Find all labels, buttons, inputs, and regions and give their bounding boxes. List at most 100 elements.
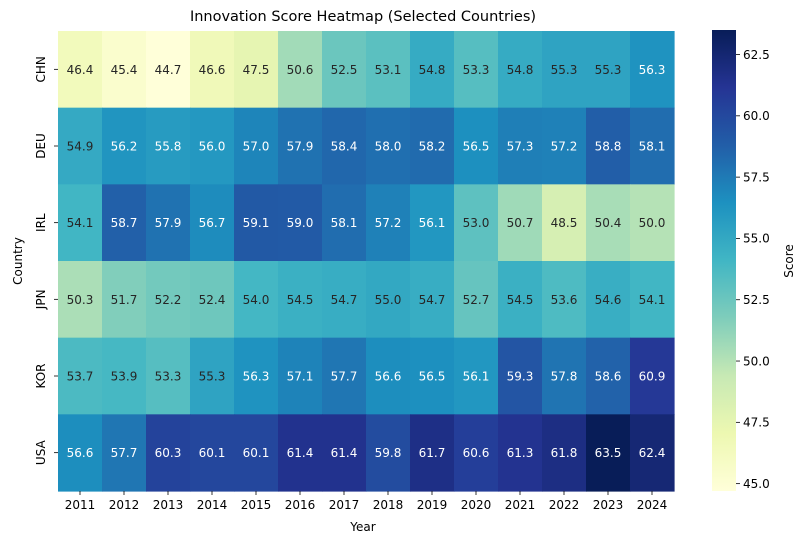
cell-value-label: 48.5 <box>551 216 578 230</box>
cell-value-label: 53.9 <box>111 370 138 384</box>
heatmap-cell <box>498 31 543 109</box>
heatmap-cell <box>322 184 367 262</box>
cell-value-label: 56.6 <box>375 370 402 384</box>
heatmap-cell <box>322 337 367 415</box>
colorbar-tick-label: 55.0 <box>743 232 770 246</box>
heatmap-cell <box>190 414 235 492</box>
heatmap-cell <box>278 107 323 185</box>
colorbar-tick-label: 57.5 <box>743 170 770 184</box>
heatmap-cell <box>366 261 411 339</box>
x-tick-label: 2024 <box>637 498 668 512</box>
heatmap-cell <box>410 261 455 339</box>
heatmap-cell <box>366 31 411 109</box>
y-axis-ticks: CHN DEU IRL JPN KOR USA <box>34 56 58 465</box>
heatmap-cell <box>454 261 499 339</box>
cell-value-label: 56.1 <box>419 216 446 230</box>
x-tick-label: 2020 <box>461 498 492 512</box>
heatmap-cell <box>454 184 499 262</box>
cell-value-label: 60.9 <box>639 370 666 384</box>
x-tick-label: 2019 <box>417 498 448 512</box>
heatmap-cell <box>542 107 587 185</box>
cell-value-label: 56.1 <box>463 370 490 384</box>
cell-value-label: 58.1 <box>331 216 358 230</box>
cell-value-label: 63.5 <box>595 446 622 460</box>
cell-value-label: 53.1 <box>375 63 402 77</box>
x-tick-label: 2018 <box>373 498 404 512</box>
heatmap-cell <box>366 107 411 185</box>
heatmap-cell <box>630 107 675 185</box>
heatmap-cell <box>542 414 587 492</box>
heatmap-cell <box>542 261 587 339</box>
cell-value-label: 50.0 <box>639 216 666 230</box>
cell-value-label: 47.5 <box>243 63 270 77</box>
cell-value-label: 57.2 <box>551 140 578 154</box>
cell-value-label: 54.7 <box>331 293 358 307</box>
y-tick-label: USA <box>34 439 48 465</box>
cell-value-label: 53.0 <box>463 216 490 230</box>
cell-value-label: 60.6 <box>463 446 490 460</box>
cell-value-label: 61.4 <box>331 446 358 460</box>
cell-value-label: 50.3 <box>67 293 94 307</box>
heatmap-cell <box>542 184 587 262</box>
cell-value-label: 55.3 <box>551 63 578 77</box>
heatmap-cell <box>190 261 235 339</box>
heatmap-cell <box>498 107 543 185</box>
y-tick-label: CHN <box>34 56 48 82</box>
cell-value-label: 53.6 <box>551 293 578 307</box>
heatmap-cell <box>58 31 103 109</box>
x-axis-ticks: 2011 2012 2013 2014 2015 2016 2017 2018 2019 2020… <box>65 491 668 512</box>
cell-value-label: 57.0 <box>243 140 270 154</box>
y-tick-label: JPN <box>34 289 48 310</box>
cell-value-label: 59.8 <box>375 446 402 460</box>
heatmap-cell <box>102 107 147 185</box>
cell-value-label: 56.7 <box>199 216 226 230</box>
heatmap-cell <box>146 414 191 492</box>
cell-value-label: 58.1 <box>639 140 666 154</box>
y-tick-label: DEU <box>34 133 48 159</box>
cell-value-label: 54.7 <box>419 293 446 307</box>
x-tick-label: 2022 <box>549 498 580 512</box>
heatmap-cell <box>278 414 323 492</box>
colorbar-tick-label: 50.0 <box>743 354 770 368</box>
cell-value-label: 58.8 <box>595 140 622 154</box>
cell-value-label: 46.6 <box>199 63 226 77</box>
heatmap-cell <box>146 261 191 339</box>
cell-value-label: 54.6 <box>595 293 622 307</box>
heatmap-cell <box>586 31 631 109</box>
cell-value-label: 54.1 <box>639 293 666 307</box>
cell-value-label: 54.5 <box>287 293 314 307</box>
cell-value-label: 52.7 <box>463 293 490 307</box>
chart-title: Innovation Score Heatmap (Selected Count… <box>190 9 536 25</box>
heatmap-cell <box>234 107 279 185</box>
x-tick-label: 2016 <box>285 498 316 512</box>
heatmap-cell <box>234 184 279 262</box>
heatmap-cell <box>58 107 103 185</box>
cell-value-label: 61.4 <box>287 446 314 460</box>
cell-value-label: 61.7 <box>419 446 446 460</box>
cell-value-label: 58.7 <box>111 216 138 230</box>
cell-value-label: 50.4 <box>595 216 622 230</box>
cell-value-label: 61.3 <box>507 446 534 460</box>
cell-value-label: 60.1 <box>243 446 270 460</box>
cell-value-label: 53.7 <box>67 370 94 384</box>
colorbar-tick-label: 52.5 <box>743 293 770 307</box>
cell-value-label: 56.2 <box>111 140 138 154</box>
x-tick-label: 2015 <box>241 498 272 512</box>
x-tick-label: 2017 <box>329 498 360 512</box>
x-tick-label: 2021 <box>505 498 536 512</box>
cell-value-label: 52.4 <box>199 293 226 307</box>
heatmap-cell <box>630 184 675 262</box>
heatmap-cell <box>322 31 367 109</box>
heatmap-cell <box>146 31 191 109</box>
heatmap-cell <box>454 337 499 415</box>
heatmap-cell <box>146 107 191 185</box>
heatmap-cell <box>322 261 367 339</box>
cell-value-label: 59.0 <box>287 216 314 230</box>
heatmap-cell <box>234 337 279 415</box>
cell-value-label: 57.7 <box>331 370 358 384</box>
heatmap-cell <box>498 261 543 339</box>
cell-value-label: 50.7 <box>507 216 534 230</box>
colorbar <box>712 30 736 491</box>
heatmap-cell <box>630 414 675 492</box>
heatmap-cell <box>234 31 279 109</box>
